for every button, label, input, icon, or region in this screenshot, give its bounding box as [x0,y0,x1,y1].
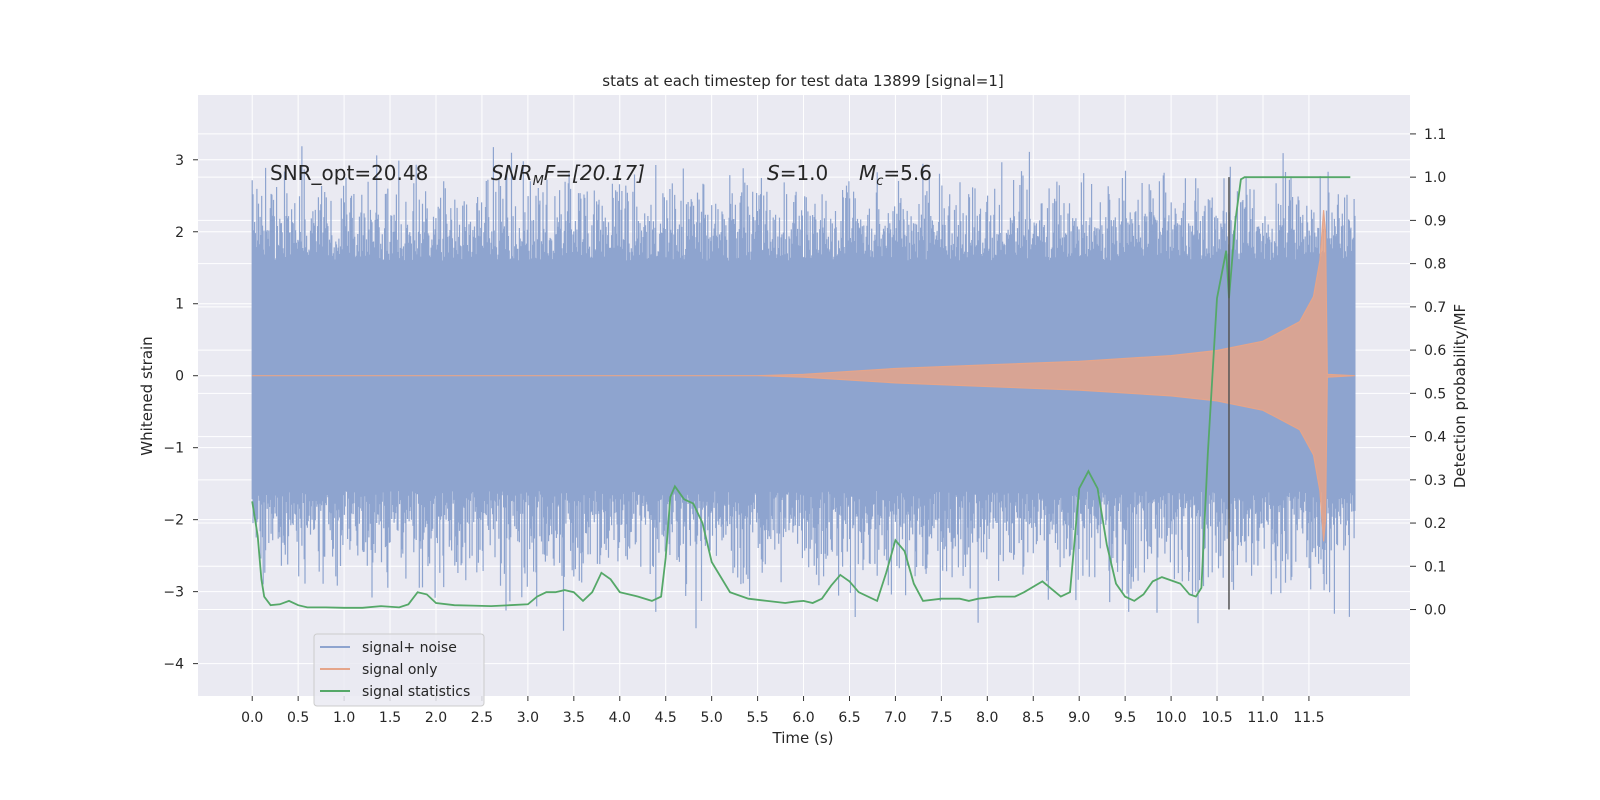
x-tick-label: 3.5 [563,710,585,726]
x-tick-label: 7.0 [884,710,906,726]
x-tick-label: 11.5 [1293,710,1324,726]
x-tick-label: 5.5 [746,710,768,726]
y-tick-label: 3 [175,153,184,169]
y-tick-label: −2 [163,513,184,529]
y-right-tick-label: 1.1 [1424,127,1446,143]
y-right-tick-label: 0.8 [1424,257,1446,273]
x-tick-label: 9.0 [1068,710,1090,726]
annotation-snr-mf: SNRMF=[20.17] [491,161,645,189]
y-right-tick-label: 0.9 [1424,213,1446,229]
x-tick-label: 2.0 [425,710,447,726]
x-tick-label: 3.0 [517,710,539,726]
y-right-tick-label: 0.6 [1424,343,1446,359]
annotations: SNR_opt=20.48 SNRMF=[20.17] S=1.0 Mc=5.6 [270,161,932,189]
y-right-tick-label: 0.5 [1424,386,1446,402]
y-tick-label: −3 [163,585,184,601]
legend: signal+ noise signal only signal statist… [313,633,485,707]
y-right-tick-label: 0.2 [1424,516,1446,532]
legend-label-signal: signal only [362,662,437,678]
y-right-tick-label: 0.4 [1424,430,1446,446]
x-tick-label: 1.0 [333,710,355,726]
x-tick-label: 6.0 [792,710,814,726]
x-tick-label: 0.5 [287,710,309,726]
legend-label-noise: signal+ noise [362,640,457,656]
y-right-tick-label: 0.7 [1424,300,1446,316]
x-axis-label: Time (s) [772,729,834,747]
x-tick-label: 4.0 [609,710,631,726]
signal-only-envelope [252,210,1355,542]
x-tick-label: 1.5 [379,710,401,726]
x-tick-label: 2.5 [471,710,493,726]
legend-box [313,633,485,707]
x-tick-label: 8.0 [976,710,998,726]
y-right-tick-label: 1.0 [1424,170,1446,186]
y-axis-label: Whitened strain [138,336,156,455]
x-tick-label: 9.5 [1114,710,1136,726]
y-tick-label: 2 [175,225,184,241]
x-tick-label: 7.5 [930,710,952,726]
x-tick-label: 0.0 [241,710,263,726]
annotation-snr-opt: SNR_opt=20.48 [270,161,428,185]
legend-label-stats: signal statistics [362,684,470,700]
y-tick-label: 1 [175,297,184,313]
x-tick-label: 5.0 [701,710,723,726]
x-tick-label: 10.0 [1156,710,1187,726]
y-right-tick-label: 0.0 [1424,603,1446,619]
y-tick-label: −1 [163,441,184,457]
annotation-mc: Mc=5.6 [859,161,932,189]
y-right-tick-label: 0.3 [1424,473,1446,489]
chart-title: stats at each timestep for test data 138… [602,72,1003,90]
y-tick-label: −4 [163,657,184,673]
annotation-s: S=1.0 [767,161,828,185]
signal-only-series [252,210,1355,542]
x-tick-label: 4.5 [655,710,677,726]
x-tick-label: 10.5 [1201,710,1232,726]
y-right-tick-label: 0.1 [1424,559,1446,575]
signal-statistics-line [251,176,1351,609]
x-tick-label: 8.5 [1022,710,1044,726]
signal-statistics-series [251,176,1351,609]
x-tick-label: 11.0 [1247,710,1278,726]
y-axis-right-label: Detection probability/MF [1451,304,1469,488]
axis-ticks: 0.0 0.5 1.0 1.5 2.0 2.5 3.0 3.5 4.0 4.5 5.0 5.5 6.0 6… [163,127,1446,726]
x-tick-label: 6.5 [838,710,860,726]
y-tick-label: 0 [175,369,184,385]
